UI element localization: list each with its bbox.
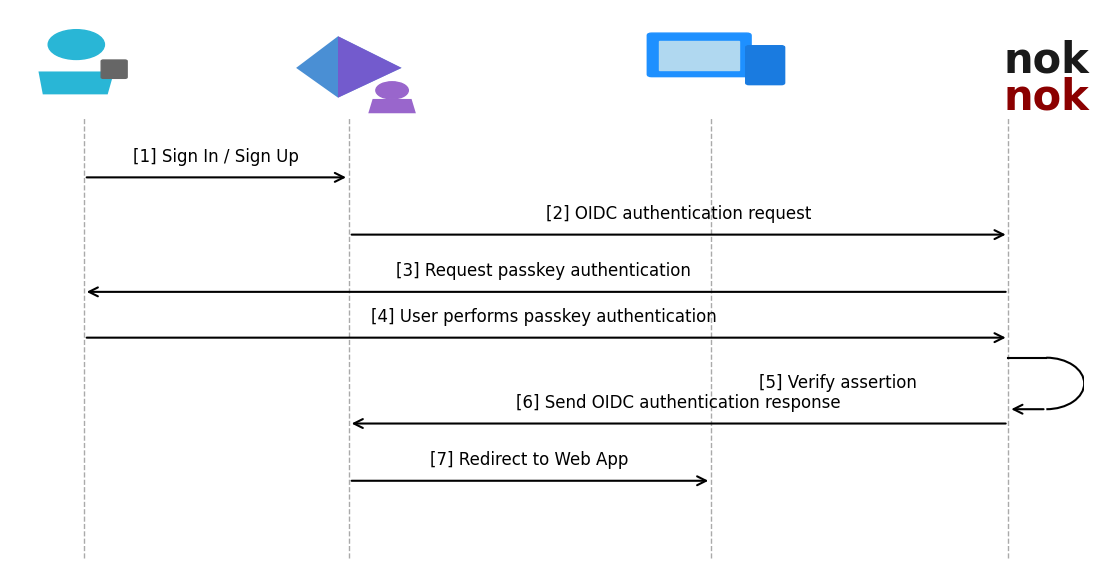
- Polygon shape: [368, 99, 416, 113]
- Polygon shape: [296, 36, 402, 98]
- Polygon shape: [338, 36, 402, 98]
- Text: [4] User performs passkey authentication: [4] User performs passkey authentication: [371, 308, 716, 326]
- Text: nok: nok: [1003, 39, 1089, 81]
- Text: nok: nok: [1003, 76, 1089, 118]
- Circle shape: [48, 29, 104, 60]
- Text: [2] OIDC authentication request: [2] OIDC authentication request: [546, 205, 812, 223]
- Bar: [659, 40, 739, 71]
- Circle shape: [376, 81, 408, 99]
- Polygon shape: [39, 72, 114, 94]
- Text: [1] Sign In / Sign Up: [1] Sign In / Sign Up: [133, 148, 299, 166]
- Text: [3] Request passkey authentication: [3] Request passkey authentication: [396, 262, 691, 280]
- Text: [7] Redirect to Web App: [7] Redirect to Web App: [430, 451, 628, 469]
- Text: [6] Send OIDC authentication response: [6] Send OIDC authentication response: [516, 394, 842, 412]
- FancyBboxPatch shape: [647, 33, 751, 77]
- Text: [5] Verify assertion: [5] Verify assertion: [759, 375, 916, 392]
- FancyBboxPatch shape: [101, 60, 128, 79]
- FancyBboxPatch shape: [746, 46, 784, 84]
